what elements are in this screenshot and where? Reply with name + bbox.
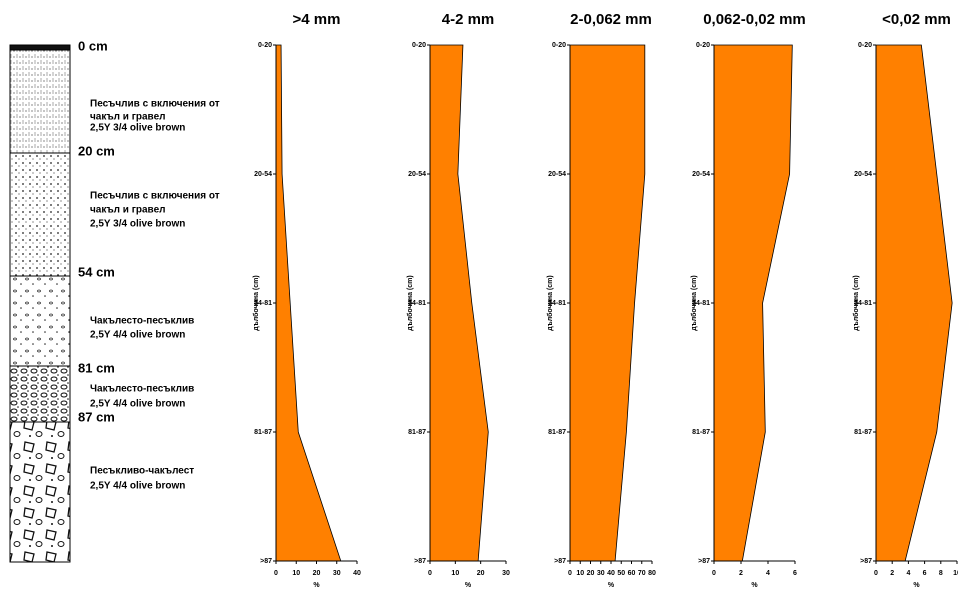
x-axis-label: % (751, 582, 758, 589)
x-tick-label: 20 (587, 570, 595, 577)
horizon-description: 2,5Y 4/4 olive brown (90, 399, 185, 410)
horizon-description: 2,5Y 3/4 olive brown (90, 219, 185, 230)
x-tick-label: 2 (890, 570, 894, 577)
x-axis-label: % (465, 582, 472, 589)
x-tick-label: 0 (568, 570, 572, 577)
y-tick-label: >87 (698, 558, 710, 565)
y-tick-label: 81-87 (254, 429, 272, 436)
x-tick-label: 0 (712, 570, 716, 577)
x-tick-label: 0 (274, 570, 278, 577)
y-tick-label: >87 (414, 558, 426, 565)
horizon-description: 2,5Y 4/4 olive brown (90, 330, 185, 341)
x-tick-label: 40 (353, 570, 361, 577)
area (876, 45, 952, 561)
area (430, 45, 488, 561)
x-tick-label: 30 (502, 570, 510, 577)
y-tick-label: 0-20 (858, 42, 872, 49)
chart-title: <0,02 mm (882, 11, 951, 28)
x-tick-label: 30 (597, 570, 605, 577)
x-tick-label: 70 (638, 570, 646, 577)
chart-title: 2-0,062 mm (570, 11, 652, 28)
x-axis-label: % (608, 582, 615, 589)
x-tick-label: 30 (333, 570, 341, 577)
chart-title: 4-2 mm (442, 11, 495, 28)
soil-column (10, 45, 70, 562)
y-tick-label: 20-54 (408, 171, 426, 178)
y-tick-label: 81-87 (692, 429, 710, 436)
y-tick-label: 81-87 (408, 429, 426, 436)
x-tick-label: 4 (766, 570, 770, 577)
horizon-description: Чакълесто-песъклив (90, 316, 194, 327)
area (714, 45, 792, 561)
y-axis-label: дълбочина (cm) (252, 275, 260, 330)
x-tick-label: 8 (939, 570, 943, 577)
x-tick-label: 10 (953, 570, 958, 577)
y-tick-label: >87 (260, 558, 272, 565)
x-tick-label: 10 (292, 570, 300, 577)
x-tick-label: 20 (477, 570, 485, 577)
y-tick-label: 81-87 (854, 429, 872, 436)
horizon-description: чакъл и гравел (90, 112, 165, 123)
x-tick-label: 20 (313, 570, 321, 577)
horizon-description: чакъл и гравел (90, 205, 165, 216)
y-tick-label: 20-54 (548, 171, 566, 178)
x-tick-label: 50 (617, 570, 625, 577)
x-tick-label: 10 (451, 570, 459, 577)
x-tick-label: 4 (906, 570, 910, 577)
y-tick-label: 20-54 (254, 171, 272, 178)
horizon-description: Песъчлив с включения от (90, 191, 220, 202)
y-tick-label: 20-54 (692, 171, 710, 178)
x-tick-label: 0 (428, 570, 432, 577)
y-axis-label: дълбочина (cm) (546, 275, 554, 330)
figure: 0 cm Песъчлив с включения от чакъл и граве… (0, 0, 958, 590)
x-tick-label: 40 (607, 570, 615, 577)
y-tick-label: 20-54 (854, 171, 872, 178)
horizon-description: Чакълесто-песъклив (90, 384, 194, 395)
depth-label: 87 cm (78, 409, 115, 424)
area (570, 45, 645, 561)
horizon-description: 2,5Y 3/4 olive brown (90, 123, 185, 134)
x-axis-label: % (313, 582, 320, 589)
x-tick-label: 6 (923, 570, 927, 577)
horizon-description: 2,5Y 4/4 olive brown (90, 481, 185, 492)
y-axis-label: дълбочина (cm) (852, 275, 860, 330)
x-tick-label: 6 (793, 570, 797, 577)
y-axis-label: дълбочина (cm) (406, 275, 414, 330)
y-tick-label: 0-20 (696, 42, 710, 49)
depth-label: 0 cm (78, 38, 108, 53)
x-axis-label: % (913, 582, 920, 589)
chart-title: >4 mm (293, 11, 341, 28)
depth-label: 54 cm (78, 264, 115, 279)
depth-label: 81 cm (78, 360, 115, 375)
y-tick-label: 0-20 (412, 42, 426, 49)
horizon-description: Песъкливо-чакълест (90, 466, 194, 477)
y-tick-label: >87 (860, 558, 872, 565)
y-tick-label: 0-20 (552, 42, 566, 49)
x-tick-label: 10 (576, 570, 584, 577)
x-tick-label: 80 (648, 570, 656, 577)
chart-title: 0,062-0,02 mm (703, 11, 806, 28)
x-tick-label: 0 (874, 570, 878, 577)
y-tick-label: 81-87 (548, 429, 566, 436)
y-tick-label: 0-20 (258, 42, 272, 49)
profile-labels: 0 cm Песъчлив с включения от чакъл и граве… (78, 38, 220, 491)
y-axis-label: дълбочина (cm) (690, 275, 698, 330)
y-tick-label: >87 (554, 558, 566, 565)
x-tick-label: 2 (739, 570, 743, 577)
horizon-description: Песъчлив с включения от (90, 99, 220, 110)
depth-label: 20 cm (78, 143, 115, 158)
area (276, 45, 341, 561)
x-tick-label: 60 (628, 570, 636, 577)
